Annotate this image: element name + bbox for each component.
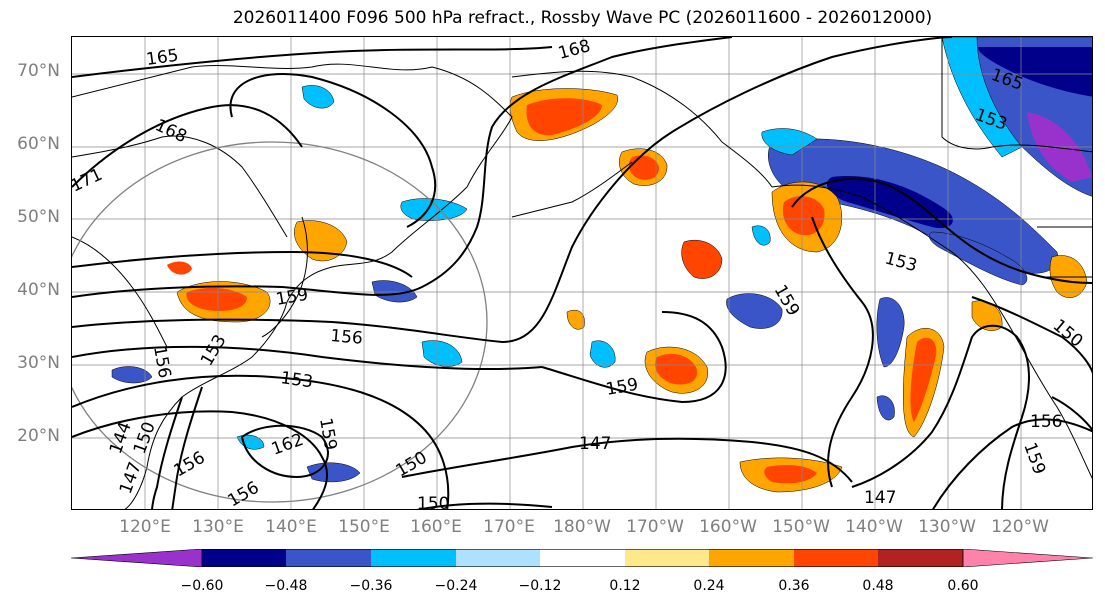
- colorbar-tick-label: −0.12: [518, 578, 562, 594]
- lon-label: 150°E: [338, 517, 390, 537]
- colorbar-segment: [540, 549, 625, 567]
- contour-label: 147: [864, 488, 896, 508]
- lon-label: 130°W: [918, 517, 976, 537]
- lat-label: 70°N: [17, 61, 60, 81]
- colorbar-segment: [456, 549, 540, 567]
- colorbar: [71, 549, 1093, 567]
- lon-label: 140°W: [845, 517, 903, 537]
- contour-label: 168: [556, 37, 593, 64]
- lon-label: 160°W: [699, 517, 757, 537]
- negative-anomaly-region: [589, 340, 616, 368]
- positive-anomaly-region: [167, 261, 192, 275]
- contour-label: 153: [279, 368, 314, 392]
- lon-label: 120°E: [119, 517, 171, 537]
- positive-anomaly-region: [910, 337, 937, 422]
- contour-label: 156: [1030, 412, 1062, 432]
- negative-anomaly-region: [751, 225, 771, 246]
- lon-label: 140°E: [265, 517, 317, 537]
- lat-label: 20°N: [17, 426, 60, 446]
- negative-anomaly-region: [371, 280, 418, 303]
- anomaly-shading: [111, 37, 1092, 493]
- positive-anomaly-region: [764, 465, 817, 484]
- contour-label: 159: [315, 416, 340, 451]
- radius-circle: [72, 141, 488, 503]
- negative-anomaly-region: [929, 231, 1028, 286]
- lat-label: 60°N: [17, 134, 60, 154]
- positive-anomaly-region: [655, 353, 698, 385]
- contour-label: 159: [274, 285, 309, 310]
- negative-anomaly-region: [876, 395, 895, 421]
- height-contours: [72, 37, 1092, 509]
- lat-label: 40°N: [17, 280, 60, 300]
- negative-anomaly-region: [400, 198, 468, 221]
- colorbar-outline: [201, 549, 964, 567]
- colorbar-segment: [371, 549, 456, 567]
- positive-anomaly-region: [186, 287, 247, 311]
- negative-anomaly-region: [827, 176, 953, 229]
- chart-title: 2026011400 F096 500 hPa refract., Rossby…: [232, 8, 933, 28]
- contour-label: 171: [72, 165, 106, 197]
- lat-label: 50°N: [17, 207, 60, 227]
- colorbar-segments: [71, 549, 1093, 567]
- colorbar-segment: [286, 549, 371, 567]
- positive-anomaly-region: [681, 239, 723, 279]
- contour-label: 156: [225, 478, 263, 510]
- lon-label: 130°E: [192, 517, 244, 537]
- lon-label: 160°E: [410, 517, 462, 537]
- colorbar-tick-label: −0.36: [349, 578, 393, 594]
- colorbar-tick-label: −0.60: [180, 578, 224, 594]
- colorbar-segment: [794, 549, 878, 567]
- colorbar-segment: [202, 549, 286, 567]
- colorbar-tick-label: −0.48: [264, 578, 308, 594]
- negative-anomaly-region: [301, 85, 335, 109]
- negative-anomaly-region: [977, 47, 1092, 97]
- map-panel: 165 168 168 171 165 159 156 153 153 162 …: [71, 36, 1093, 510]
- contour-label: 156: [330, 326, 364, 349]
- graticule: [72, 37, 1092, 509]
- contour-label: 150: [130, 419, 160, 456]
- contour-label: 159: [1019, 440, 1049, 477]
- positive-anomaly-region: [566, 309, 585, 330]
- contour-label: 165: [145, 46, 180, 70]
- contour-label: 147: [579, 434, 611, 454]
- lat-label: 30°N: [17, 353, 60, 373]
- colorbar-tick-label: 0.24: [693, 578, 725, 594]
- negative-anomaly-region: [876, 297, 905, 368]
- colorbar-extension-low: [71, 549, 203, 567]
- negative-anomaly-region: [421, 340, 463, 367]
- lon-label: 150°W: [772, 517, 830, 537]
- negative-anomaly-region: [726, 293, 783, 329]
- lon-label: 120°W: [991, 517, 1049, 537]
- contour-label: 150: [417, 494, 449, 510]
- colorbar-tick-label: −0.24: [434, 578, 478, 594]
- lon-label: 170°E: [483, 517, 535, 537]
- contour-label: 150: [1049, 316, 1087, 352]
- colorbar-tick-label: 0.12: [609, 578, 641, 594]
- lon-label: 170°W: [626, 517, 684, 537]
- colorbar-segment: [625, 549, 709, 567]
- negative-anomaly-region: [111, 366, 153, 384]
- contour-label: 150: [393, 448, 431, 482]
- positive-anomaly-region: [526, 98, 602, 136]
- contour-label: 159: [604, 375, 639, 400]
- contour-label: 147: [116, 459, 146, 496]
- contour-label: 153: [197, 331, 231, 369]
- colorbar-extension-high: [962, 549, 1093, 567]
- contour-label: 153: [883, 249, 920, 277]
- colorbar-segment: [709, 549, 794, 567]
- contour-label: 162: [269, 430, 306, 460]
- contour-label: 156: [149, 344, 174, 379]
- map-canvas: 165 168 168 171 165 159 156 153 153 162 …: [72, 37, 1092, 510]
- colorbar-tick-label: 0.60: [947, 578, 979, 594]
- contour-label: 168: [152, 115, 190, 147]
- colorbar-segment: [878, 549, 963, 567]
- colorbar-tick-label: 0.48: [862, 578, 894, 594]
- lon-label: 180°W: [553, 517, 611, 537]
- colorbar-tick-label: 0.36: [778, 578, 810, 594]
